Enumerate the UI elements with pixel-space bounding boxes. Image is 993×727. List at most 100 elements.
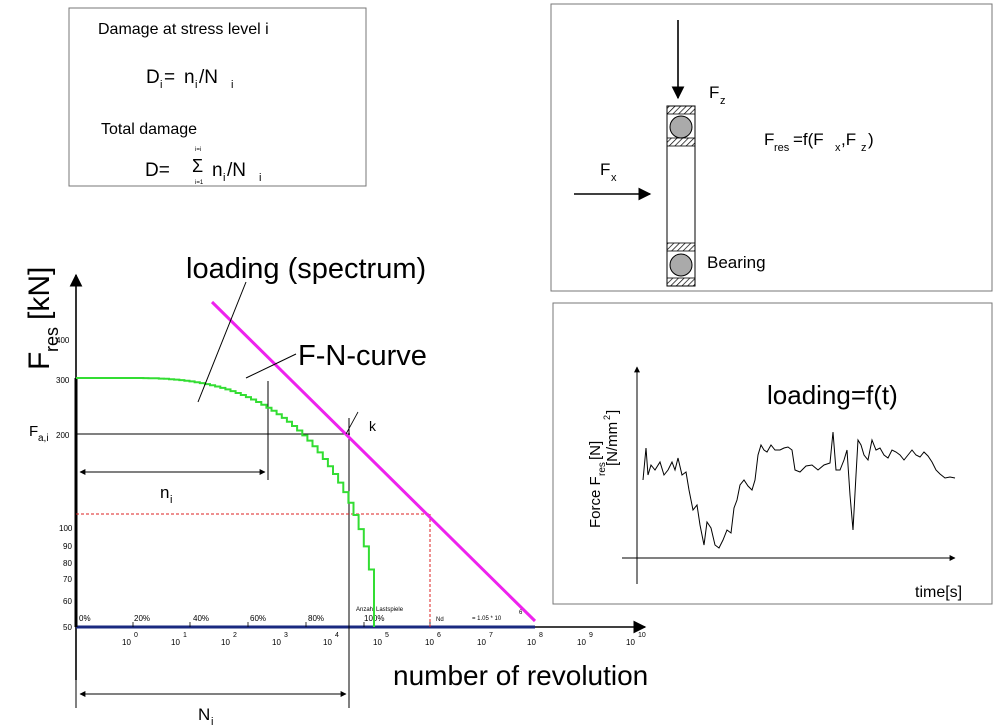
sum-symbol: Σ [192, 156, 203, 176]
y-tick-90: 90 [63, 542, 72, 551]
fres-close: ) [868, 130, 874, 149]
ni-sub: i [170, 494, 172, 506]
x-tick-base-5: 10 [373, 638, 382, 647]
time-loading-signal [642, 431, 956, 549]
fn-curve-label: F-N-curve [298, 340, 427, 372]
x-tick-base-10: 10 [626, 638, 635, 647]
x-tick-exp-1: 1 [183, 632, 187, 639]
total-formula-n-sub: i [223, 172, 225, 184]
total-damage-label: Total damage [101, 121, 197, 138]
y-tick-50: 50 [63, 623, 72, 632]
total-formula-N-sub: i [259, 172, 261, 184]
time-y-label-sub: res [597, 462, 608, 476]
y-tick-200: 200 [56, 431, 70, 440]
x-tick-base-0: 10 [122, 638, 131, 647]
percent-tick-80: 80% [308, 614, 324, 623]
fres-comma: ,F [841, 130, 856, 149]
bearing-top-race-lower [666, 137, 696, 147]
damage-formula-equals: = [164, 67, 175, 88]
sum-lower: i=1 [195, 180, 204, 186]
damage-title: Damage at stress level i [98, 21, 269, 38]
bearing-bottom-race-upper [666, 242, 696, 252]
x-tick-exp-10: 10 [638, 632, 646, 639]
x-tick-exp-4: 4 [335, 632, 339, 639]
x-tick-base-3: 10 [272, 638, 281, 647]
time-y-label-1: Force F [587, 476, 604, 528]
y-axis-label-sub: res [42, 327, 62, 352]
x-tick-exp-7: 7 [489, 632, 493, 639]
percent-tick-60: 60% [250, 614, 266, 623]
x-tick-base-1: 10 [171, 638, 180, 647]
time-y-label-unit-sup: 2 [602, 415, 612, 420]
time-y-label-unit: [N/mm [604, 422, 621, 466]
fres-eq-sub1: x [835, 142, 841, 154]
time-y-label: Force F res [N] [N/mm 2 ] [587, 410, 621, 528]
small-text-nd-exp: 6 [519, 610, 523, 616]
small-text-anzahl: Anzahl Lastspiele [356, 607, 404, 613]
percent-tick-0: 0% [79, 614, 91, 623]
bearing-top-race-upper [666, 105, 696, 115]
time-box: loading=f(t) time[s] Force F res [N] [N/… [552, 302, 993, 605]
time-y-label-unit-close: ] [604, 410, 621, 414]
total-formula-lhs: D= [145, 160, 170, 181]
damage-formula-n: n [184, 67, 195, 88]
main-chart: F res [kN] 400 300 200 100 90 80 70 60 5… [23, 253, 648, 727]
bearing-label: Bearing [707, 253, 766, 272]
damage-formula-lhs-sub: i [160, 79, 162, 91]
total-formula-slash: /N [227, 160, 246, 181]
x-tick-base-7: 10 [477, 638, 486, 647]
ni-label: n [160, 483, 169, 502]
x-tick-exp-3: 3 [284, 632, 288, 639]
Ni-label: N [198, 705, 210, 724]
x-tick-exp-2: 2 [233, 632, 237, 639]
y-tick-400: 400 [56, 336, 70, 345]
x-tick-base-2: 10 [221, 638, 230, 647]
percent-tick-20: 20% [134, 614, 150, 623]
spectrum-label: loading (spectrum) [186, 253, 426, 285]
x-tick-base-9: 10 [577, 638, 586, 647]
spectrum-leader-line [197, 281, 247, 403]
time-y-label-2: [N] [587, 441, 604, 460]
y-axis-label-unit: [kN] [23, 267, 56, 320]
loading-spectrum-curve [76, 377, 375, 627]
time-title: loading=f(t) [767, 380, 898, 410]
bearing-box: F z F x F res =f(F x ,F z ) Bearing [550, 3, 993, 292]
y-axis-label-F: F [23, 352, 56, 370]
fai-label: F [29, 423, 38, 440]
Ni-sub: i [211, 716, 213, 727]
total-formula-n: n [212, 160, 223, 181]
time-x-label: time[s] [915, 584, 962, 601]
x-tick-exp-9: 9 [589, 632, 593, 639]
fx-sub: x [611, 172, 617, 184]
x-tick-base-6: 10 [425, 638, 434, 647]
bearing-bottom-race-lower [666, 277, 696, 287]
bearing-box-frame [550, 3, 993, 292]
fres-sub: res [774, 142, 790, 154]
sum-upper: i=i [195, 147, 201, 153]
small-text-nd-val: = 1.05 * 10 [472, 616, 502, 622]
damage-box-frame [68, 7, 367, 187]
fz-sub: z [720, 95, 726, 107]
fn-leader-line [245, 353, 297, 379]
x-tick-exp-0: 0 [134, 632, 138, 639]
fn-curve [210, 300, 537, 623]
fres-label: F [764, 130, 774, 149]
x-tick-exp-6: 6 [437, 632, 441, 639]
percent-ticks: 0% 20% 40% 60% 80% 100% [79, 614, 384, 623]
x-axis-label: number of revolution [393, 660, 648, 691]
k-leader-line [345, 411, 359, 435]
y-tick-300: 300 [56, 376, 70, 385]
fz-label: F [709, 83, 719, 102]
x-tick-base-8: 10 [527, 638, 536, 647]
fai-sub: a,i [38, 433, 49, 444]
percent-tick-40: 40% [193, 614, 209, 623]
x-tick-exp-8: 8 [539, 632, 543, 639]
fres-eq-sub2: z [861, 142, 867, 154]
bearing-top-ball [669, 115, 693, 139]
small-text-nd: Nd [436, 617, 444, 623]
bearing-bottom-ball [669, 253, 693, 277]
y-tick-60: 60 [63, 597, 72, 606]
y-tick-100: 100 [59, 524, 73, 533]
